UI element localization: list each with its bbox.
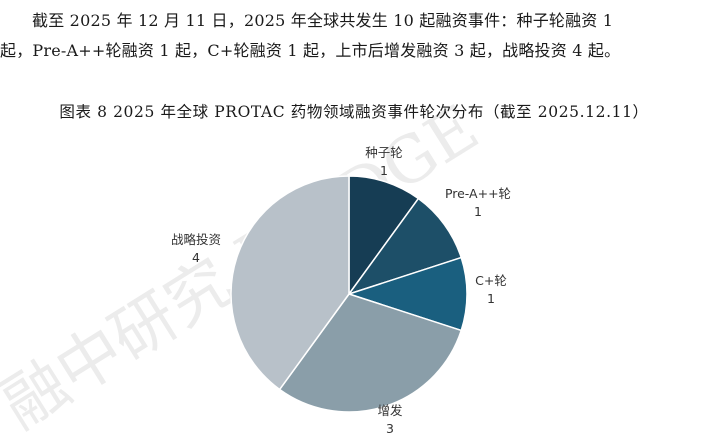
slice-value-1: 1 bbox=[474, 204, 482, 219]
figure-caption: 图表 8 2025 年全球 PROTAC 药物领域融资事件轮次分布（截至 202… bbox=[59, 103, 649, 121]
slice-value-3: 3 bbox=[386, 421, 394, 436]
pie-slice-2 bbox=[346, 256, 468, 332]
paragraph-line-2: 起，Pre-A++轮融资 1 起，C+轮融资 1 起，上市后增发融资 3 起，战… bbox=[0, 41, 621, 60]
slice-label-4: 战略投资 bbox=[171, 232, 221, 247]
slice-value-4: 4 bbox=[192, 250, 200, 265]
pie-slice-3 bbox=[278, 293, 463, 413]
pie-slice-4 bbox=[230, 175, 350, 391]
slice-label-3: 增发 bbox=[377, 403, 403, 418]
paragraph-line-1: 截至 2025 年 12 月 11 日，2025 年全球共发生 10 起融资事件… bbox=[32, 11, 614, 30]
slice-label-2: C+轮 bbox=[475, 273, 507, 288]
slice-label-0: 种子轮 bbox=[365, 145, 403, 160]
slice-value-0: 1 bbox=[380, 163, 388, 178]
pie-slice-0 bbox=[348, 175, 420, 297]
pie-slice-1 bbox=[347, 197, 463, 296]
slice-value-2: 1 bbox=[487, 291, 495, 306]
body-paragraph: 截至 2025 年 12 月 11 日，2025 年全球共发生 10 起融资事件… bbox=[0, 6, 708, 66]
slice-label-1: Pre-A++轮 bbox=[445, 186, 511, 201]
